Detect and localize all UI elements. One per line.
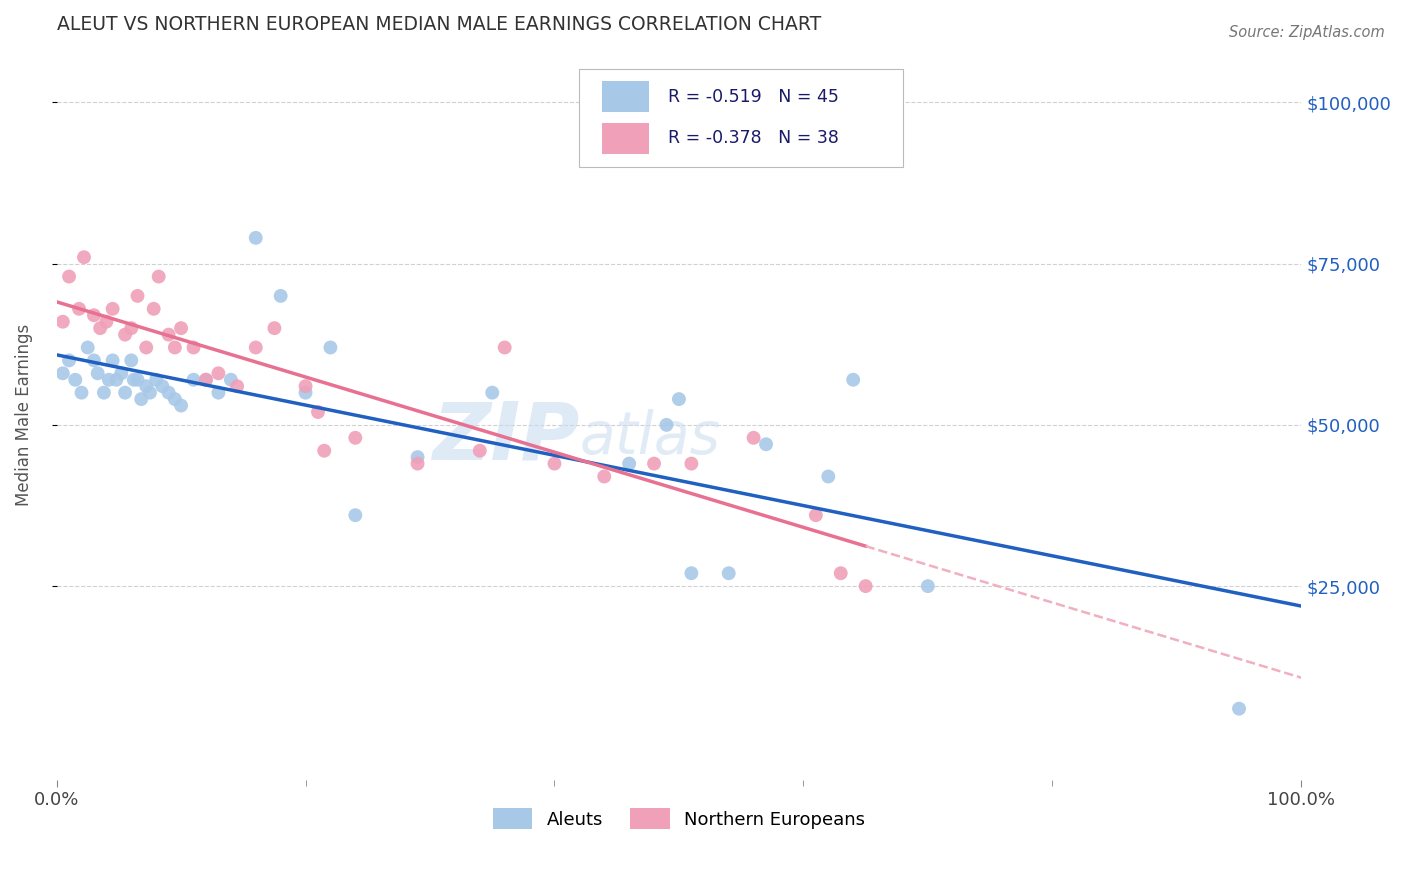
Point xyxy=(58,353,80,368)
Point xyxy=(643,457,665,471)
Point xyxy=(406,457,429,471)
Point xyxy=(207,385,229,400)
Point xyxy=(101,301,124,316)
Point xyxy=(76,341,98,355)
Y-axis label: Median Male Earnings: Median Male Earnings xyxy=(15,324,32,507)
Point xyxy=(65,373,87,387)
Point xyxy=(344,431,367,445)
Text: R = -0.378   N = 38: R = -0.378 N = 38 xyxy=(668,129,838,147)
Point xyxy=(245,341,267,355)
Point xyxy=(593,469,616,483)
Point xyxy=(468,443,491,458)
Point xyxy=(307,405,329,419)
Point xyxy=(855,579,877,593)
Point xyxy=(917,579,939,593)
Point xyxy=(804,508,827,523)
Point xyxy=(142,301,165,316)
Point xyxy=(89,321,111,335)
Point xyxy=(157,327,180,342)
Point xyxy=(543,457,565,471)
Point xyxy=(194,373,217,387)
Point xyxy=(163,392,186,406)
Point xyxy=(52,315,75,329)
FancyBboxPatch shape xyxy=(602,81,650,112)
Point xyxy=(263,321,285,335)
Point xyxy=(183,341,205,355)
Point xyxy=(122,373,145,387)
Point xyxy=(70,385,93,400)
Point xyxy=(129,392,152,406)
Text: ALEUT VS NORTHERN EUROPEAN MEDIAN MALE EARNINGS CORRELATION CHART: ALEUT VS NORTHERN EUROPEAN MEDIAN MALE E… xyxy=(56,15,821,34)
Point xyxy=(114,385,136,400)
Point xyxy=(207,366,229,380)
Point xyxy=(319,341,342,355)
Point xyxy=(52,366,75,380)
Point xyxy=(481,385,503,400)
Point xyxy=(183,373,205,387)
Point xyxy=(655,417,678,432)
Point xyxy=(93,385,115,400)
Point xyxy=(245,231,267,245)
Point xyxy=(101,353,124,368)
Point xyxy=(170,399,193,413)
Point xyxy=(681,457,703,471)
FancyBboxPatch shape xyxy=(602,123,650,153)
Point xyxy=(120,321,142,335)
Point xyxy=(742,431,765,445)
Point xyxy=(145,373,167,387)
Point xyxy=(294,385,316,400)
Point xyxy=(58,269,80,284)
Point xyxy=(67,301,90,316)
Point xyxy=(86,366,108,380)
Point xyxy=(139,385,162,400)
Text: ZIP: ZIP xyxy=(432,398,579,476)
Point xyxy=(406,450,429,464)
Point xyxy=(135,341,157,355)
Point xyxy=(219,373,242,387)
Point xyxy=(817,469,839,483)
Point xyxy=(830,566,852,581)
Point xyxy=(617,457,640,471)
Point xyxy=(1227,701,1250,715)
Point xyxy=(83,353,105,368)
Point xyxy=(270,289,292,303)
FancyBboxPatch shape xyxy=(579,69,903,168)
Point xyxy=(110,366,132,380)
Point xyxy=(152,379,174,393)
Point xyxy=(755,437,778,451)
Point xyxy=(157,385,180,400)
Point xyxy=(105,373,128,387)
Point xyxy=(120,353,142,368)
Point xyxy=(226,379,249,393)
Text: R = -0.519   N = 45: R = -0.519 N = 45 xyxy=(668,87,838,106)
Point xyxy=(127,373,149,387)
Point xyxy=(717,566,740,581)
Point xyxy=(114,327,136,342)
Point xyxy=(294,379,316,393)
Point xyxy=(194,373,217,387)
Text: atlas: atlas xyxy=(579,409,720,466)
Point xyxy=(73,250,96,264)
Point xyxy=(148,269,170,284)
Point xyxy=(135,379,157,393)
Point xyxy=(842,373,865,387)
Point xyxy=(170,321,193,335)
Point xyxy=(163,341,186,355)
Point xyxy=(668,392,690,406)
Point xyxy=(344,508,367,523)
Point xyxy=(494,341,516,355)
Point xyxy=(83,308,105,322)
Point xyxy=(96,315,118,329)
Point xyxy=(127,289,149,303)
Text: Source: ZipAtlas.com: Source: ZipAtlas.com xyxy=(1229,25,1385,40)
Point xyxy=(97,373,120,387)
Point xyxy=(314,443,336,458)
Legend: Aleuts, Northern Europeans: Aleuts, Northern Europeans xyxy=(485,801,873,836)
Point xyxy=(681,566,703,581)
